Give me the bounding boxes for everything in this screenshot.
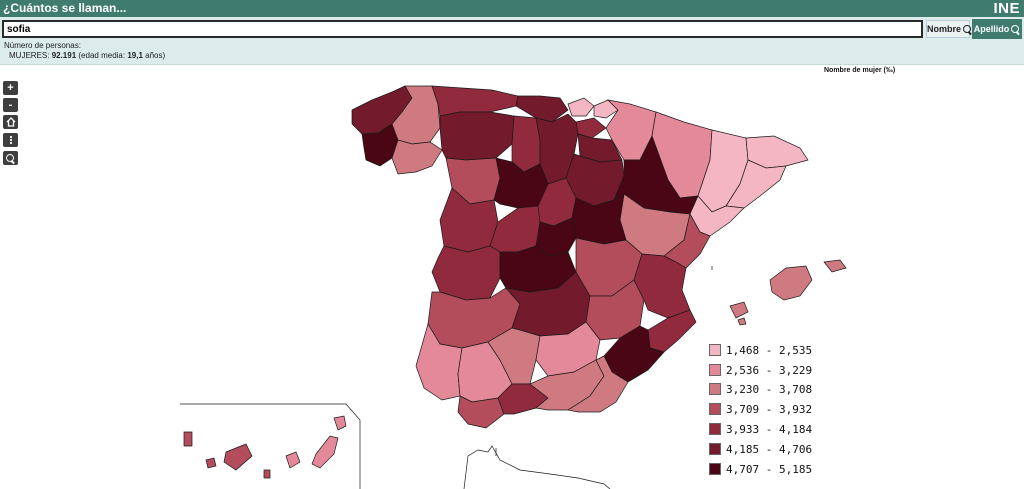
province-avila[interactable] — [489, 205, 541, 253]
app-title: ¿Cuántos se llaman... — [3, 1, 127, 15]
province-ibiza[interactable] — [729, 301, 749, 319]
people-count-label: Número de personas: — [4, 41, 81, 50]
province-asturias[interactable] — [431, 85, 519, 117]
age-suffix: años) — [145, 51, 166, 60]
name-search-input[interactable] — [2, 20, 923, 38]
more-options-button[interactable] — [3, 133, 18, 147]
app-header: ¿Cuántos se llaman... INE — [0, 0, 1024, 17]
province-alicante[interactable] — [647, 309, 697, 353]
legend-label: 3,709 - 3,932 — [726, 402, 813, 416]
minus-icon: - — [8, 98, 13, 111]
legend-swatch — [709, 344, 721, 356]
legend-swatch — [709, 403, 721, 415]
province-tenerife-la-palma[interactable] — [183, 431, 271, 479]
legend-item: 4,707 - 5,185 — [709, 461, 829, 477]
province-almeria[interactable] — [567, 355, 629, 413]
province-bizkaia[interactable] — [567, 97, 595, 117]
legend-swatch — [709, 443, 721, 455]
province-leon[interactable] — [439, 111, 515, 161]
legend-item: 1,468 - 2,535 — [709, 342, 829, 358]
plus-icon: + — [7, 81, 14, 94]
canary-inset-frame — [180, 403, 361, 489]
legend-item: 3,709 - 3,932 — [709, 401, 829, 417]
search-icon — [6, 153, 15, 163]
nombre-button-label: Nombre — [927, 24, 962, 34]
legend-label: 4,185 - 4,706 — [726, 442, 813, 456]
province-cadiz[interactable] — [457, 395, 505, 429]
province-palencia[interactable] — [511, 115, 541, 173]
map-title: Nombre de mujer (‰) — [824, 67, 896, 74]
search-by-name-button[interactable]: Nombre — [926, 20, 971, 38]
province-mallorca[interactable] — [769, 265, 813, 301]
legend-swatch — [709, 423, 721, 435]
province-menorca[interactable] — [823, 259, 847, 273]
average-age-value: 19,1 — [127, 51, 143, 60]
map-search-button[interactable] — [3, 151, 18, 165]
search-icon — [963, 24, 971, 34]
legend-label: 3,933 - 4,184 — [726, 422, 813, 436]
people-count-value: 92.191 — [51, 51, 77, 60]
legend-item: 2,536 - 3,229 — [709, 362, 829, 378]
search-icon — [1011, 24, 1020, 34]
zoom-out-button[interactable]: - — [3, 98, 18, 112]
age-prefix: (edad media: — [78, 51, 126, 60]
home-button[interactable] — [3, 115, 18, 129]
province-ourense[interactable] — [391, 139, 443, 175]
province-barcelona[interactable] — [725, 159, 787, 209]
zoom-in-button[interactable]: + — [3, 81, 18, 95]
ine-logo: INE — [993, 0, 1020, 17]
province-formentera[interactable] — [737, 317, 747, 326]
province-gipuzkoa[interactable] — [593, 99, 619, 119]
legend-label: 3,230 - 3,708 — [726, 382, 813, 396]
apellido-button-label: Apellido — [973, 24, 1010, 34]
province-cantabria[interactable] — [515, 95, 569, 123]
legend-swatch — [709, 364, 721, 376]
province-las-palmas[interactable] — [285, 415, 347, 469]
legend-label: 2,536 - 3,229 — [726, 363, 813, 377]
province-caceres[interactable] — [431, 245, 501, 301]
coast-tick-marks — [495, 266, 713, 456]
legend-item: 3,230 - 3,708 — [709, 381, 829, 397]
search-by-surname-button[interactable]: Apellido — [972, 19, 1022, 39]
legend-item: 3,933 - 4,184 — [709, 421, 829, 437]
legend-swatch — [709, 463, 721, 475]
people-count-row: MUJERES: 92.191 (edad media: 19,1 años) — [9, 51, 165, 60]
legend-label: 4,707 - 5,185 — [726, 462, 813, 476]
north-africa-coastline — [463, 445, 611, 489]
search-panel: Nombre Apellido Número de personas: MUJE… — [0, 17, 1024, 65]
legend-item: 4,185 - 4,706 — [709, 441, 829, 457]
home-icon — [6, 117, 15, 127]
legend-label: 1,468 - 2,535 — [726, 343, 813, 357]
gender-label: MUJERES: — [9, 51, 50, 60]
legend-swatch — [709, 383, 721, 395]
more-vertical-icon — [9, 135, 12, 145]
